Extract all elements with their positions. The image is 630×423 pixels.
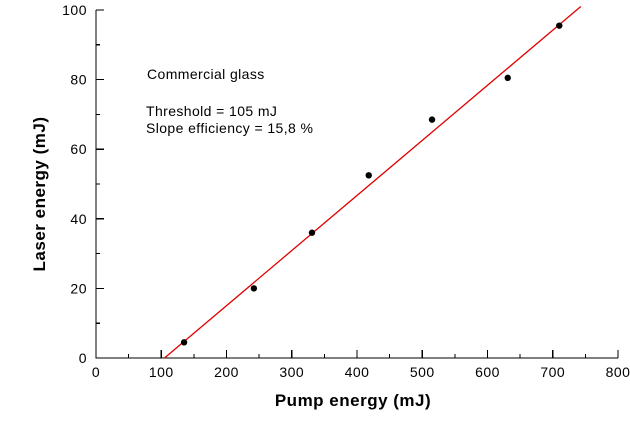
x-tick-label: 700 [540,364,565,380]
annotation-slope-efficiency: Slope efficiency = 15,8 % [146,120,314,136]
x-tick-label: 600 [475,364,500,380]
y-tick-label: 0 [79,350,87,366]
x-axis-title: Pump energy (mJ) [274,391,432,410]
data-point [556,22,563,29]
data-point [180,339,188,346]
x-tick-label: 500 [410,364,435,380]
x-tick-label: 800 [606,364,630,380]
data-point [250,285,258,292]
y-tick-label: 60 [70,141,87,157]
x-tick-label: 400 [345,364,370,380]
x-tick-label: 100 [149,364,174,380]
data-point [365,172,372,179]
axes-frame [95,10,618,359]
annotation-threshold: Threshold = 105 mJ [146,103,278,119]
y-axis-title: Laser energy (mJ) [30,116,49,272]
y-tick-label: 40 [70,211,87,227]
linear-fit-line [164,6,582,359]
y-tick-label: 20 [70,280,87,296]
x-tick-label: 300 [279,364,304,380]
data-point [504,74,511,82]
x-tick-label: 200 [214,364,239,380]
data-point [308,229,316,236]
annotation-commercial-glass: Commercial glass [147,66,265,82]
y-tick-label: 80 [70,72,87,88]
x-tick-label: 0 [92,364,100,380]
data-point [428,116,436,123]
y-tick-label: 100 [62,2,87,18]
